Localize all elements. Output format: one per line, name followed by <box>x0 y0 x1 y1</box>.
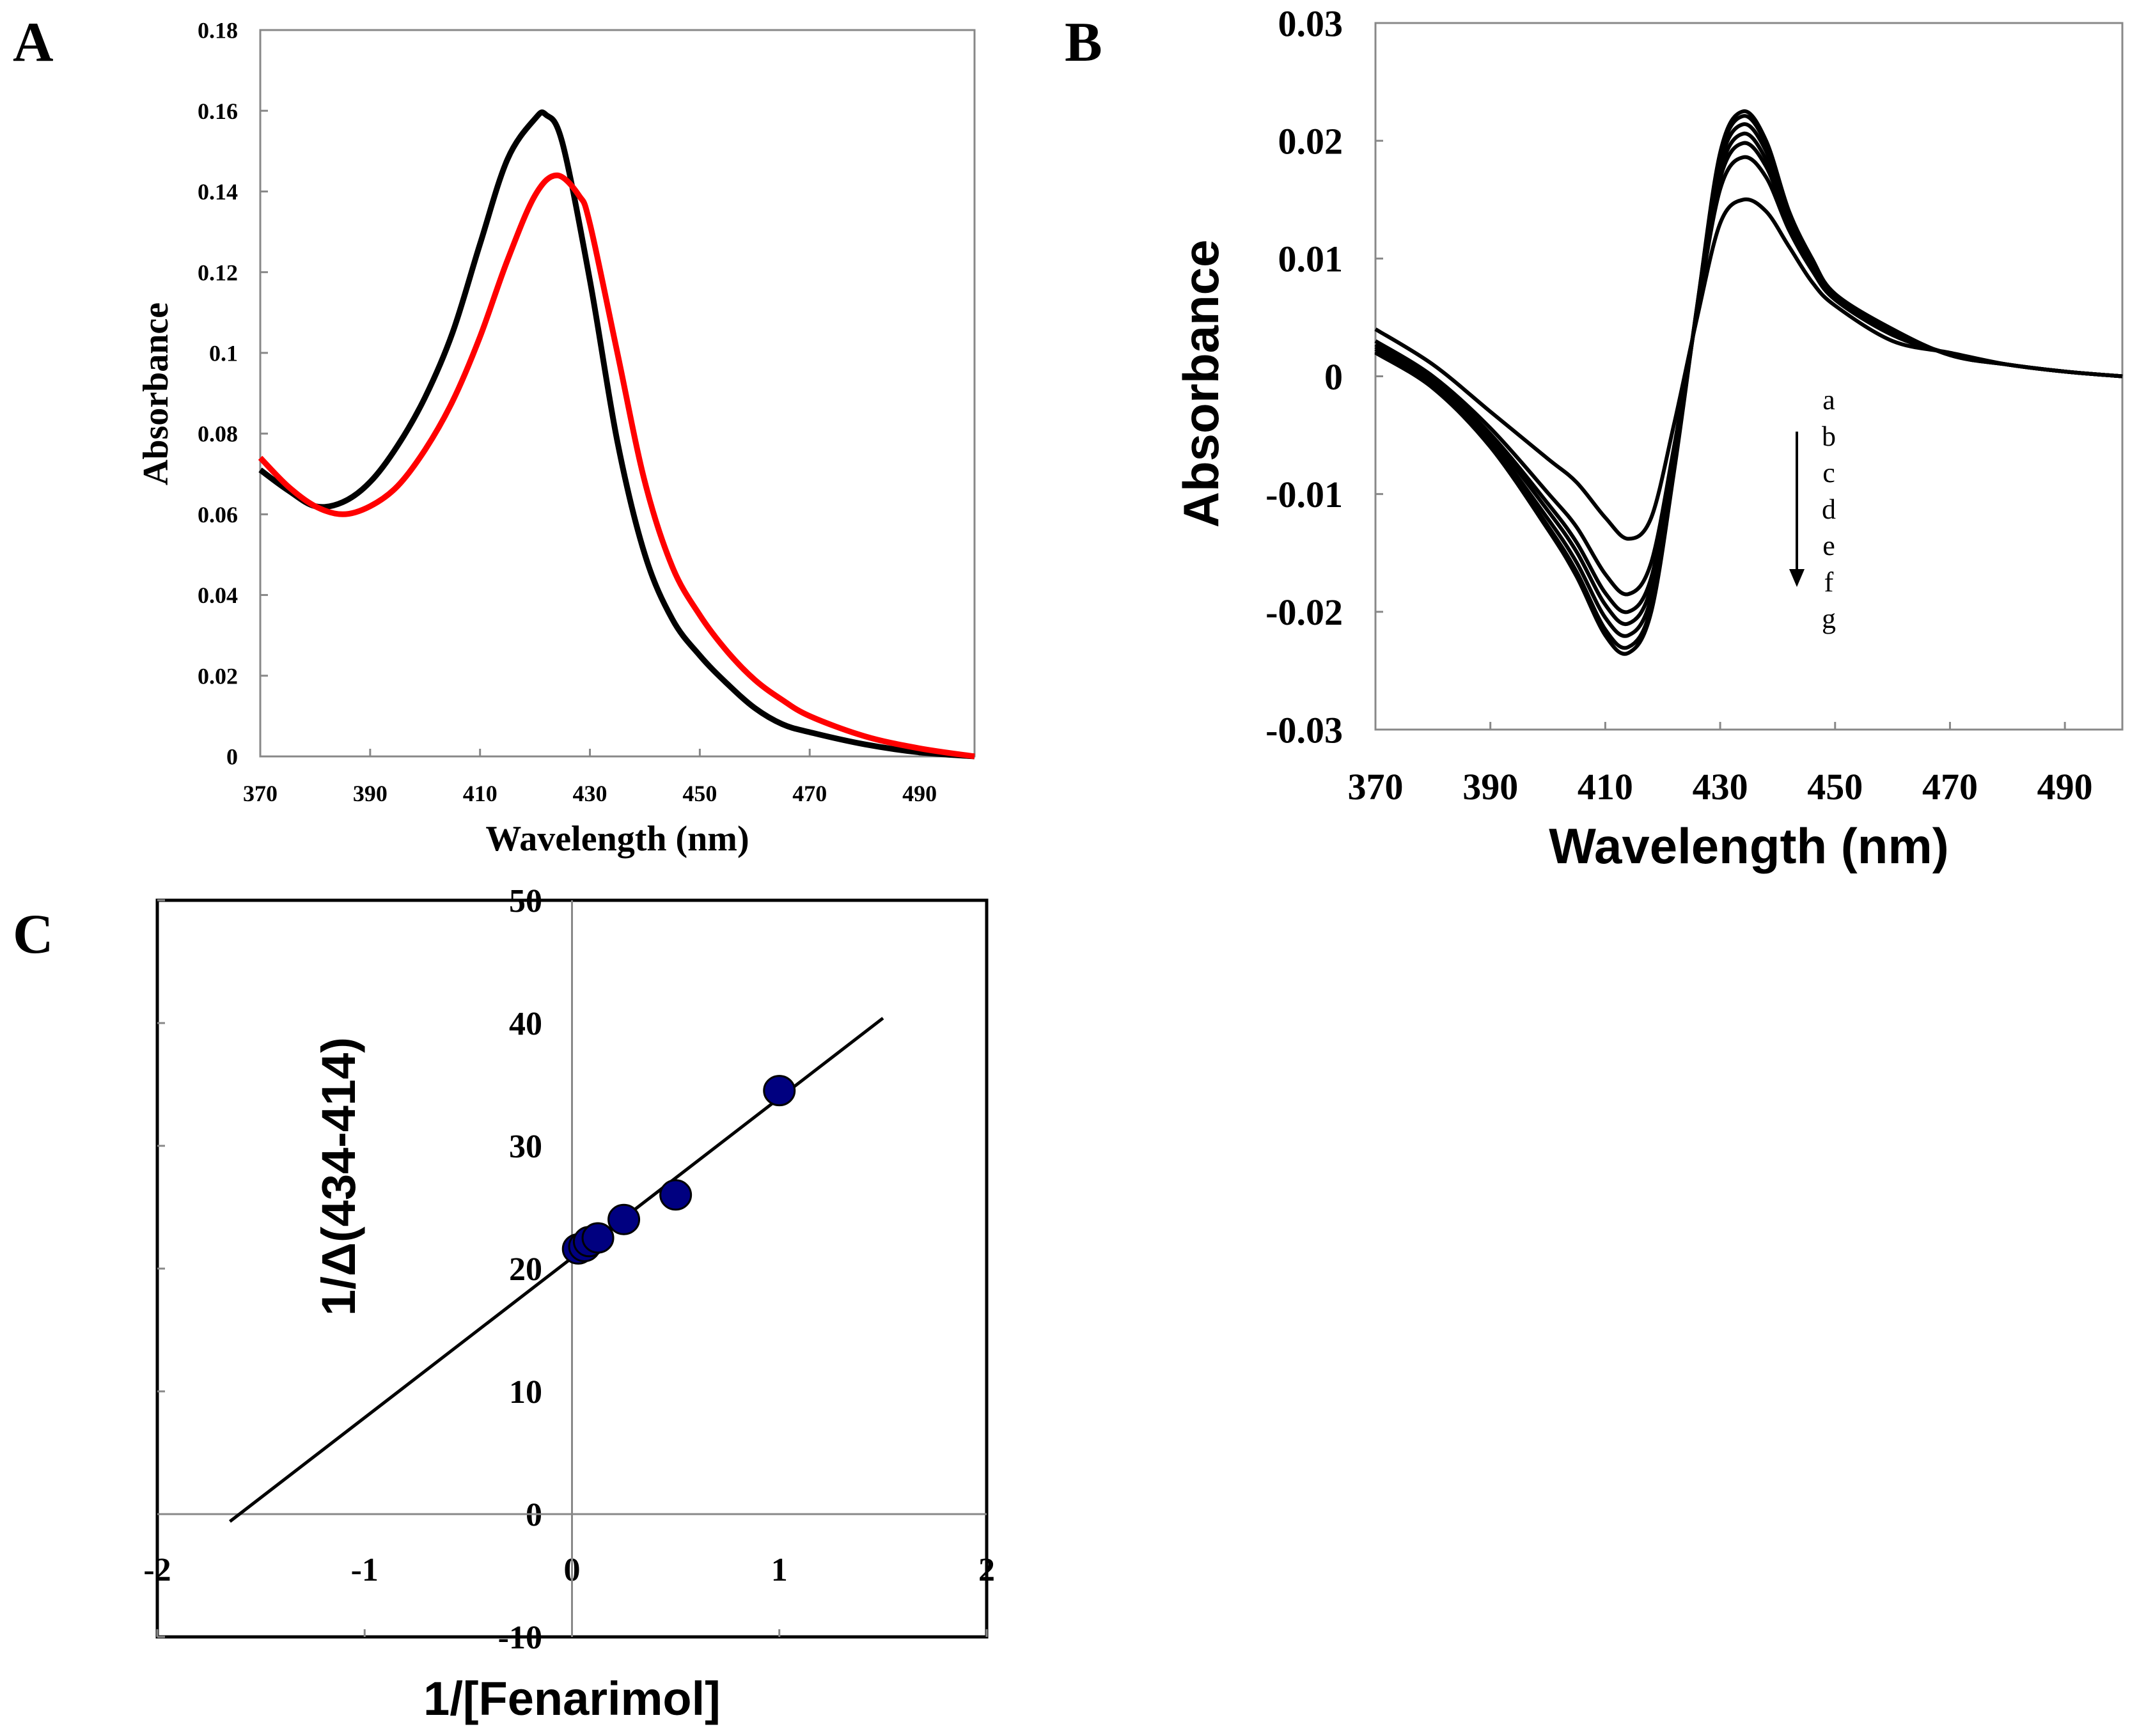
spectrum-line-black <box>258 109 975 760</box>
y-tick-label: 0.06 <box>198 502 238 528</box>
x-axis-title: Wavelength (nm) <box>485 819 749 859</box>
legend-label: a <box>1822 384 1835 416</box>
arrowhead-icon <box>1789 569 1805 587</box>
y-tick-label: -0.02 <box>1265 591 1343 633</box>
difference-spectrum-g <box>1374 109 2123 656</box>
panel-a-chart: 370 390 410 430 450 470 490 0 0.02 0.04 0.06 0.08 0.… <box>136 18 976 859</box>
y-axis-title: Absorbance <box>136 302 176 485</box>
legend-label: e <box>1822 530 1835 561</box>
legend-label: d <box>1822 494 1836 525</box>
x-tick-label: 490 <box>2037 766 2093 808</box>
x-tick-label: 470 <box>1922 766 1978 808</box>
y-tick-label: 10 <box>509 1374 542 1411</box>
x-tick-label: 490 <box>902 781 937 806</box>
x-tick-label: 370 <box>1348 766 1404 808</box>
x-tick-label: 2 <box>978 1552 995 1588</box>
y-tick-label: 0 <box>226 744 238 770</box>
x-tick-label: 450 <box>1807 766 1863 808</box>
y-axis-title: Absorbance <box>1173 240 1229 528</box>
panel-c-chart: -2 -1 0 1 2-10010203040501/[Fenarimol]1/Δ(43… <box>143 883 995 1725</box>
y-tick-label: 0.08 <box>198 421 238 447</box>
x-tick-label: 1 <box>771 1552 788 1588</box>
panel-label-c: C <box>13 903 54 966</box>
y-tick-label: -10 <box>498 1620 542 1656</box>
y-tick-label: -0.01 <box>1265 474 1343 515</box>
difference-spectrum-b <box>1374 155 2123 597</box>
x-tick-label: 390 <box>353 781 388 806</box>
y-tick-label: 0.02 <box>198 663 238 689</box>
plot-frame <box>1374 22 2124 731</box>
legend-label: f <box>1824 567 1834 598</box>
x-tick-label: 430 <box>1693 766 1748 808</box>
y-tick-label: 0 <box>1324 356 1343 398</box>
difference-spectrum-a <box>1374 197 2123 541</box>
difference-spectrum-f <box>1374 114 2123 650</box>
x-tick-label: 470 <box>792 781 827 806</box>
x-tick-label: 370 <box>243 781 278 806</box>
x-tick-label: -1 <box>351 1552 379 1588</box>
y-tick-label: 0.01 <box>1278 239 1343 280</box>
y-tick-label: 0.04 <box>198 583 238 608</box>
x-tick-label: 410 <box>463 781 497 806</box>
x-tick-label: 450 <box>682 781 717 806</box>
y-tick-label: 0.12 <box>198 260 238 285</box>
x-tick-label: 390 <box>1462 766 1518 808</box>
y-tick-label: 0.1 <box>209 340 238 366</box>
y-tick-label: 0.18 <box>198 18 238 43</box>
y-tick-label: 0.03 <box>1278 3 1343 44</box>
y-tick-label: 30 <box>509 1129 542 1165</box>
panel-label-b: B <box>1065 12 1102 74</box>
data-point <box>763 1075 796 1107</box>
difference-spectrum-d <box>1374 132 2123 627</box>
data-point <box>581 1222 615 1254</box>
difference-spectrum-c <box>1374 141 2123 614</box>
y-tick-label: 50 <box>509 883 542 919</box>
data-point <box>659 1179 693 1211</box>
y-tick-label: 0.16 <box>198 98 238 124</box>
y-tick-label: 40 <box>509 1006 542 1042</box>
y-tick-label: 0.02 <box>1278 120 1343 162</box>
y-axis-title: 1/Δ(434-414) <box>312 1037 365 1316</box>
legend-label: g <box>1822 603 1836 634</box>
y-tick-label: -0.03 <box>1265 709 1343 751</box>
legend-label: c <box>1822 457 1835 489</box>
x-axis-title: 1/[Fenarimol] <box>423 1672 721 1725</box>
panel-label-a: A <box>13 12 54 74</box>
panel-b-chart: 370 390 410 430 450 470 490 -0.03 -0.02 -0.01 0 0.0… <box>1173 3 2124 874</box>
spectrum-line-red <box>258 172 975 760</box>
x-tick-label: 410 <box>1578 766 1633 808</box>
x-tick-label: -2 <box>143 1552 171 1588</box>
x-axis-title: Wavelength (nm) <box>1549 818 1948 874</box>
y-tick-label: 20 <box>509 1251 542 1288</box>
y-tick-label: 0 <box>526 1497 542 1533</box>
x-tick-label: 430 <box>573 781 607 806</box>
plot-frame <box>259 29 976 758</box>
legend-label: b <box>1822 421 1836 452</box>
y-tick-label: 0.14 <box>198 179 238 205</box>
data-point <box>607 1203 641 1235</box>
